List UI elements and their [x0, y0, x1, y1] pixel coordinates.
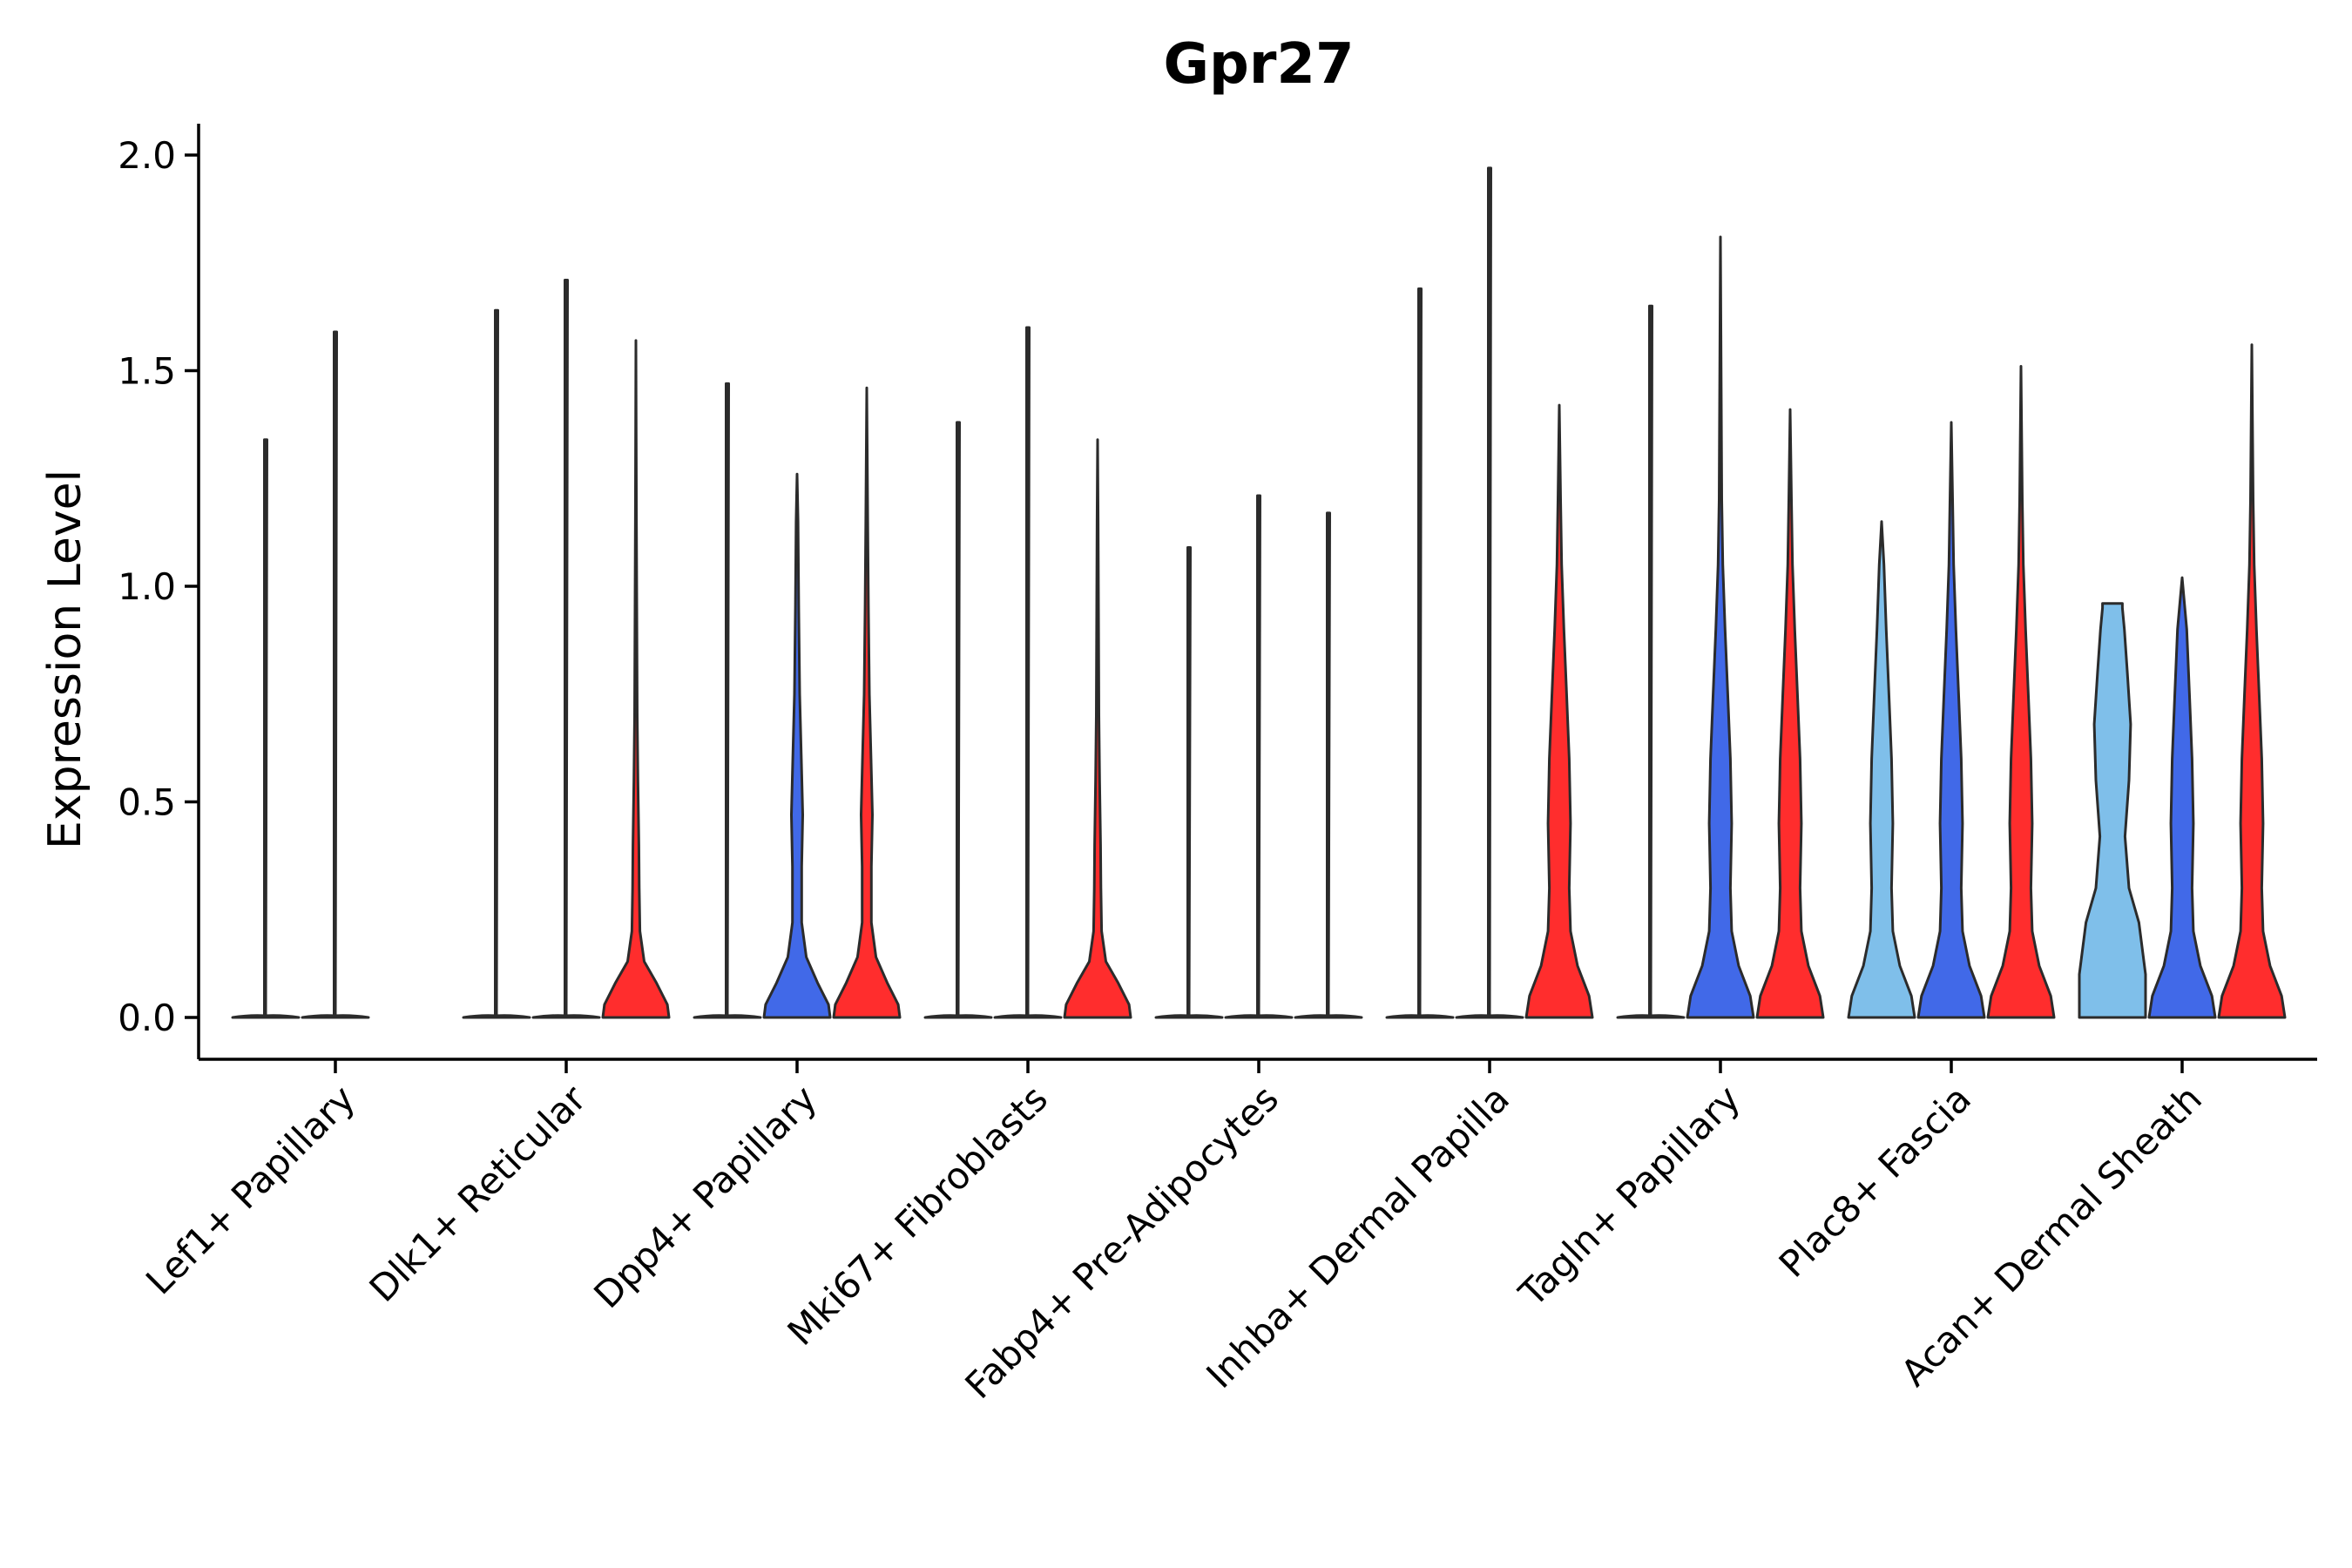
violin-4-group-2 — [993, 326, 1063, 1019]
violin-4-group-3 — [1063, 438, 1132, 1019]
violin-2-group-3 — [601, 339, 671, 1019]
x-tick-label: Tagln+ Papillary — [1511, 1077, 1748, 1315]
y-axis-label: Expression Level — [39, 470, 91, 849]
x-tick-label: Plac8+ Fascia — [1771, 1077, 1979, 1285]
violin-5-group-3 — [1294, 511, 1363, 1019]
violin-3-group-3 — [832, 386, 902, 1019]
x-tick-label: Dpp4+ Papillary — [585, 1077, 825, 1316]
y-tick-label: 0.5 — [118, 781, 176, 824]
violin-2-group-1 — [462, 308, 531, 1019]
y-tick-label: 0.0 — [118, 997, 176, 1039]
violin-3-group-1 — [693, 382, 762, 1019]
violin-8-group-1 — [1847, 520, 1916, 1019]
violin-9-group-2 — [2147, 576, 2217, 1019]
violin-2-group-2 — [531, 279, 601, 1019]
violin-5-group-2 — [1224, 494, 1294, 1019]
chart-title: Gpr27 — [1164, 32, 1355, 97]
violin-6-group-3 — [1524, 403, 1594, 1019]
violin-9-group-3 — [2217, 343, 2287, 1019]
violin-1-group-2 — [301, 330, 370, 1019]
violin-7-group-2 — [1686, 235, 1755, 1019]
violin-9-group-1 — [2078, 602, 2147, 1019]
violin-8-group-2 — [1916, 421, 1986, 1019]
y-tick-label: 1.0 — [118, 565, 176, 608]
x-tick-label: Lef1+ Papillary — [138, 1077, 363, 1302]
violin-3-group-2 — [762, 472, 832, 1019]
x-tick-label: Mki67+ Fibroblasts — [780, 1077, 1056, 1353]
violin-7-group-3 — [1755, 408, 1825, 1019]
violins-group — [231, 166, 2287, 1019]
x-tick-label: Dlk1+ Reticular — [362, 1077, 595, 1310]
violin-8-group-3 — [1986, 365, 2056, 1019]
violin-4-group-1 — [923, 421, 993, 1019]
violin-6-group-1 — [1385, 287, 1455, 1019]
violin-6-group-2 — [1455, 166, 1524, 1019]
violin-7-group-1 — [1616, 304, 1686, 1019]
y-tick-label: 2.0 — [118, 134, 176, 177]
violin-5-group-1 — [1154, 545, 1224, 1019]
violin-1-group-1 — [231, 438, 301, 1019]
y-tick-label: 1.5 — [118, 350, 176, 393]
